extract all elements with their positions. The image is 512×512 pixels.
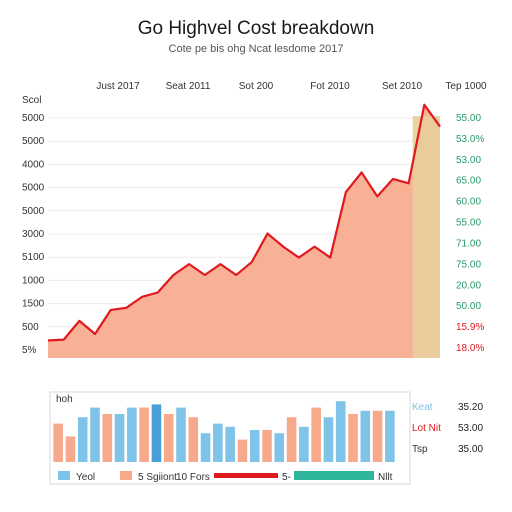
legend-label: Nllt [378,472,393,483]
bar [385,410,395,462]
y-tick-label: 1500 [22,299,45,310]
bar [213,423,223,462]
legend-label: Yeol [76,472,95,483]
bar [176,407,186,462]
right-tick-label: 55.00 [456,113,481,124]
bar [237,439,248,462]
y-axis-label: Scol [22,95,41,106]
chart-subtitle: Cote pe bis ohg Ncat lesdome 2017 [168,43,344,55]
bar-right-value: 53.00 [458,423,483,434]
bar [311,407,321,462]
y-tick-label: 3000 [22,229,45,240]
bar [286,417,297,462]
bar [65,436,76,462]
bar [102,414,113,462]
right-tick-label: 53.0% [456,134,484,145]
bar [274,433,285,462]
bar [262,430,272,462]
bar [335,401,346,462]
legend-swatch [214,473,278,478]
right-tick-label: 50.00 [456,301,481,312]
y-tick-label: 5000 [22,206,45,217]
bar [53,423,63,462]
bar [323,417,334,462]
right-tick-label: 20.00 [456,280,481,291]
bar-right-value: 35.00 [458,444,483,455]
bar [114,414,125,462]
bar-chart-label: hoh [56,394,73,405]
y-tick-label: 5000 [22,136,45,147]
top-period-label: Sot 200 [239,81,274,92]
y-tick-label: 5100 [22,252,45,263]
legend-swatch [58,471,70,480]
top-period-label: Seat 2011 [166,81,211,92]
top-period-label: Tep 1000 [445,81,487,92]
bar [188,417,199,462]
right-tick-label: 71.00 [456,238,481,249]
bar [360,410,371,462]
y-tick-label: 5% [22,345,37,356]
right-tick-label: 15.9% [456,322,484,333]
bar [77,417,88,462]
bar [299,426,309,462]
highlight-band [412,116,440,358]
bar-right-name: Lot Nit [412,423,441,434]
chart-title: Go Highvel Cost breakdown [137,18,375,39]
y-tick-label: 500 [22,322,39,333]
top-period-label: Fot 2010 [310,81,350,92]
legend-swatch [294,471,374,480]
bar [90,407,100,462]
area-fill [48,104,440,358]
bar [139,407,149,462]
bar [249,430,260,462]
y-tick-label: 4000 [22,159,45,170]
top-period-label: Set 2010 [382,81,422,92]
legend-label: 5 Sgiiont [138,472,177,483]
bar [127,407,137,462]
right-tick-label: 18.0% [456,343,484,354]
bar [200,433,211,462]
y-tick-label: 5000 [22,183,45,194]
legend-label: 10 Fors [176,472,210,483]
right-tick-label: 75.00 [456,259,481,270]
bar-right-name: Tsp [412,444,428,455]
right-tick-label: 53.00 [456,155,481,166]
legend-swatch [120,471,132,480]
top-period-label: Just 2017 [96,81,140,92]
bar [225,426,235,462]
right-tick-label: 65.00 [456,176,481,187]
y-tick-label: 5000 [22,113,45,124]
bar [163,414,174,462]
bar-chart-frame [49,391,411,485]
bar-right-name: Keat [412,402,433,413]
bar [348,414,358,462]
bar [372,410,383,462]
right-tick-label: 60.00 [456,197,481,208]
right-tick-label: 55.00 [456,218,481,229]
bar-right-value: 35.20 [458,402,483,413]
bar [151,404,162,462]
series-line [47,103,441,342]
y-tick-label: 1000 [22,275,45,286]
